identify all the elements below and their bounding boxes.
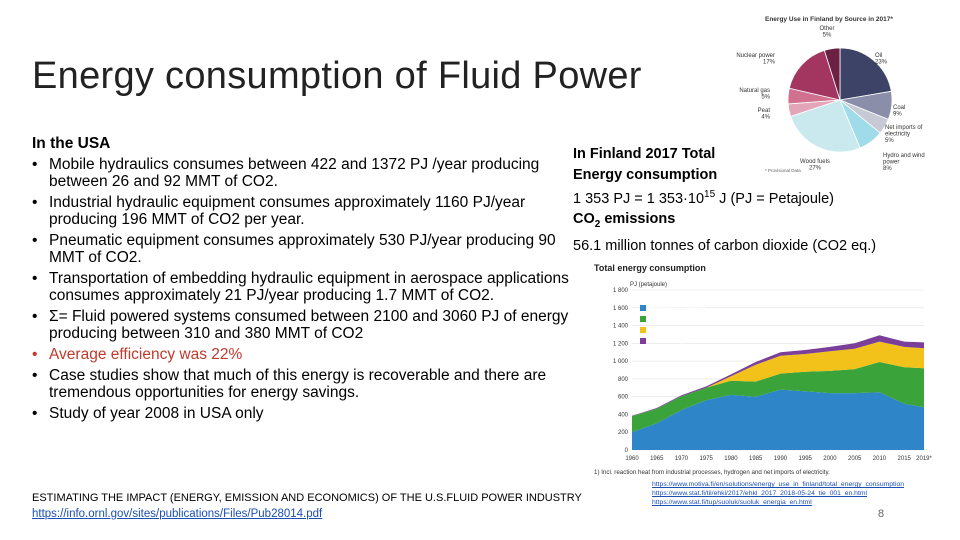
area-series-renewable-energy	[632, 362, 924, 433]
finland-subheading: Energy consumption	[573, 166, 718, 183]
pie-slice-oil	[839, 47, 892, 101]
pie-title: Energy Use in Finland by Source in 2017*	[765, 16, 893, 23]
bullet-case-studies: Case studies show that much of this ener…	[32, 367, 592, 401]
page-number: 8	[878, 508, 885, 520]
finland-section: In Finland 2017 Total Energy consumption…	[573, 144, 953, 256]
y-tick-label: 1 000	[613, 359, 629, 365]
legend-swatch-fossil-fuels-and-peat	[640, 305, 646, 311]
pie-label-peat: Peat 4%	[758, 108, 771, 121]
area-series-nuclear-energy	[632, 341, 924, 417]
y-tick-label: 1 400	[613, 324, 629, 330]
y-tick-label: 0	[625, 448, 629, 454]
legend-label-fossil-fuels-and-peat: Fossil fuels and peat	[649, 305, 707, 312]
pie-chart-panel: Energy Use in Finland by Source in 2017*…	[735, 12, 930, 182]
pie-label-net-imports-of-electricity: Net imports of electricity 5%	[885, 125, 923, 144]
x-tick-label: 2000	[823, 456, 837, 462]
pie-label-hydro-and-wind-power: Hydro and wind power 8%	[883, 153, 925, 172]
pie-label-natural-gas: Natural gas 5%	[739, 88, 770, 101]
pie-footnote: * Provisional Data	[765, 168, 801, 173]
x-tick-label: 1960	[625, 456, 639, 462]
finland-heading: In Finland 2017 Total	[573, 146, 716, 162]
finland-co2-heading: CO2 emissions	[573, 211, 676, 231]
bullet-aerospace-transport: Transportation of embedding hydraulic eq…	[32, 270, 592, 304]
y-tick-label: 400	[618, 412, 629, 418]
y-tick-label: 800	[618, 377, 629, 383]
x-tick-label: 1985	[749, 456, 763, 462]
x-tick-label: 1995	[799, 456, 813, 462]
area-title: Total energy consumption	[594, 263, 706, 273]
area-series-other-energy-1	[632, 335, 924, 417]
area-ylabel: PJ (petajoule)	[630, 282, 667, 288]
x-tick-label: 1975	[700, 456, 714, 462]
source-links: https://www.motiva.fi/en/solutions/energ…	[652, 480, 904, 507]
bullet-fluid-power-total: Σ= Fluid powered systems consumed betwee…	[32, 308, 592, 342]
pie-label-nuclear-power: Nuclear power 17%	[736, 53, 775, 66]
y-tick-label: 600	[618, 395, 629, 401]
reference-title: ESTIMATING THE IMPACT (ENERGY, EMISSION …	[32, 492, 582, 504]
bullet-average-efficiency: Average efficiency was 22%	[32, 346, 592, 363]
area-legend: Fossil fuels and peat Renewable energy Nuc…	[640, 305, 707, 345]
legend-label-nuclear-energy: Nuclear energy	[649, 327, 693, 334]
y-tick-label: 1 600	[613, 306, 629, 312]
pie-slice-nuclear-power	[788, 49, 841, 101]
area-footnote: 1) Incl. reaction heat from industrial p…	[594, 469, 830, 476]
x-tick-label: 1965	[650, 456, 664, 462]
bullet-mobile-hydraulics: Mobile hydraulics consumes between 422 a…	[32, 156, 592, 190]
source-link-motiva[interactable]: https://www.motiva.fi/en/solutions/energ…	[652, 481, 905, 488]
x-tick-label: 2010	[873, 456, 887, 462]
legend-label-renewable-energy: Renewable energy	[649, 316, 702, 323]
pie-slice-other	[823, 47, 841, 101]
bullet-industrial-hydraulics: Industrial hydraulic equipment consumes …	[32, 194, 592, 228]
x-tick-label: 2019*	[916, 456, 932, 462]
usa-section: In the USA Mobile hydraulics consumes be…	[32, 135, 592, 426]
pie-label-oil: Oil 23%	[875, 53, 888, 66]
pie-slice-wood-fuels	[790, 99, 861, 153]
slide-title: Energy consumption of Fluid Power	[32, 55, 642, 97]
finland-energy-value: 1 353 PJ = 1 353·1015 J (PJ = Petajoule)	[573, 189, 835, 207]
legend-swatch-renewable-energy	[640, 316, 646, 322]
finland-co2-value: 56.1 million tonnes of carbon dioxide (C…	[573, 237, 877, 254]
usa-heading: In the USA	[32, 135, 111, 152]
pie-label-coal: Coal 9%	[893, 105, 905, 118]
x-tick-label: 1990	[774, 456, 788, 462]
y-tick-label: 200	[618, 430, 629, 436]
area-series-fossil-fuels-and-peat	[632, 389, 924, 450]
pie-label-other: Other 5%	[819, 26, 834, 39]
x-tick-label: 2015	[898, 456, 912, 462]
y-tick-label: 1 800	[613, 288, 629, 294]
area-chart: Total energy consumption PJ (petajoule) 0 2…	[594, 263, 933, 476]
usa-bullet-list: Mobile hydraulics consumes between 422 a…	[32, 156, 592, 422]
x-tick-label: 1980	[724, 456, 738, 462]
reference-link[interactable]: https://info.ornl.gov/sites/publications…	[32, 508, 323, 520]
bullet-study-year: Study of year 2008 in USA only	[32, 405, 592, 422]
bullet-pneumatic: Pneumatic equipment consumes approximate…	[32, 232, 592, 266]
source-link-stat-suoluk[interactable]: https://www.stat.fi/tup/suoluk/suoluk_en…	[652, 499, 812, 506]
pie-label-wood-fuels: Wood fuels 27%	[800, 159, 830, 172]
legend-swatch-other-energy-1	[640, 338, 646, 344]
legend-label-other-energy-1: Other energy 1)	[649, 338, 693, 345]
x-tick-label: 2005	[848, 456, 862, 462]
y-tick-label: 1 200	[613, 341, 629, 347]
legend-swatch-nuclear-energy	[640, 327, 646, 333]
pie-chart: Energy Use in Finland by Source in 2017*…	[735, 12, 930, 182]
x-tick-label: 1970	[675, 456, 689, 462]
area-chart-panel: Total energy consumption PJ (petajoule) 0 2…	[592, 262, 933, 477]
source-link-stat-ehkl[interactable]: https://www.stat.fi/til/ehkl/2017/ehkl_2…	[652, 490, 867, 497]
